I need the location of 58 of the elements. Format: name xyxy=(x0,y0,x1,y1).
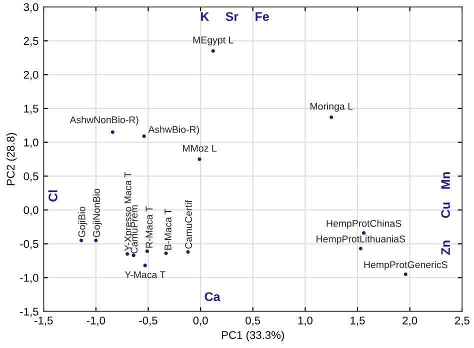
point xyxy=(145,249,150,254)
data-label: MMoz L xyxy=(183,144,216,152)
y-tick-label: 2,0 xyxy=(24,70,38,80)
annotation: Fe xyxy=(256,12,269,21)
data-label: AshwNonBio-R) xyxy=(70,116,138,126)
point xyxy=(198,157,202,162)
point xyxy=(164,251,168,256)
point xyxy=(330,115,334,120)
annotation: Mn xyxy=(441,172,450,189)
point xyxy=(358,246,362,250)
data-label: Moringa L xyxy=(310,102,353,112)
point xyxy=(211,49,215,53)
point xyxy=(186,250,190,254)
annotation: Cl xyxy=(48,190,58,202)
point xyxy=(362,231,366,235)
data-label: GojiBio xyxy=(78,206,88,238)
data-label: HempProtLithuaniaS xyxy=(316,235,406,244)
y-tick-label: 2,5 xyxy=(24,37,38,46)
point xyxy=(79,238,84,242)
annotation: Sr xyxy=(226,12,238,21)
x-tick-label: -1,5 xyxy=(34,316,53,326)
annotation: Zn xyxy=(441,240,450,255)
x-axis-title: PC1 (33.3%) xyxy=(222,330,284,342)
data-label: B-Maca T xyxy=(164,208,172,250)
y-tick-label: 0,0 xyxy=(24,206,38,216)
y-tick-label: 0,5 xyxy=(24,172,38,182)
y-axis-title: PC2 (28.8) xyxy=(6,133,17,186)
data-label: CamuCertif xyxy=(184,200,192,249)
x-tick-label: 1,0 xyxy=(298,316,312,326)
point xyxy=(404,272,408,276)
y-tick-label: 3,0 xyxy=(24,3,38,12)
data-label: HempProtChinaS xyxy=(326,220,402,229)
y-tick-label: -0,5 xyxy=(20,240,38,250)
x-tick-label: -0,5 xyxy=(139,316,158,326)
data-label: GojiNonBio xyxy=(92,188,102,238)
x-tick-label: 0,5 xyxy=(246,316,260,326)
annotation: Ca xyxy=(204,292,220,302)
point xyxy=(94,238,98,242)
x-tick-label: 1,5 xyxy=(350,316,365,326)
data-label: HempProtGenericS xyxy=(364,261,448,270)
x-tick-label: 2,0 xyxy=(402,316,418,326)
x-tick-label: 0,0 xyxy=(193,316,208,326)
point xyxy=(143,264,147,268)
data-label: MEgypt L xyxy=(193,36,234,46)
x-tick-label: 2,5 xyxy=(454,316,470,326)
annotation: Cu xyxy=(441,202,450,218)
y-tick-label: 1,0 xyxy=(24,138,38,148)
point xyxy=(110,130,114,134)
point xyxy=(126,252,130,256)
data-label: R-Maca T xyxy=(146,206,153,248)
data-label: Y-Maca T xyxy=(124,271,166,278)
y-tick-label: 1,5 xyxy=(24,104,38,114)
annotation: K xyxy=(201,12,210,21)
y-tick-label: -1,0 xyxy=(20,274,38,284)
point xyxy=(142,134,146,138)
y-tick-label: -1,5 xyxy=(20,308,38,317)
x-tick-label: -1,0 xyxy=(86,316,106,326)
data-label: AshwBio-R) xyxy=(148,126,199,135)
